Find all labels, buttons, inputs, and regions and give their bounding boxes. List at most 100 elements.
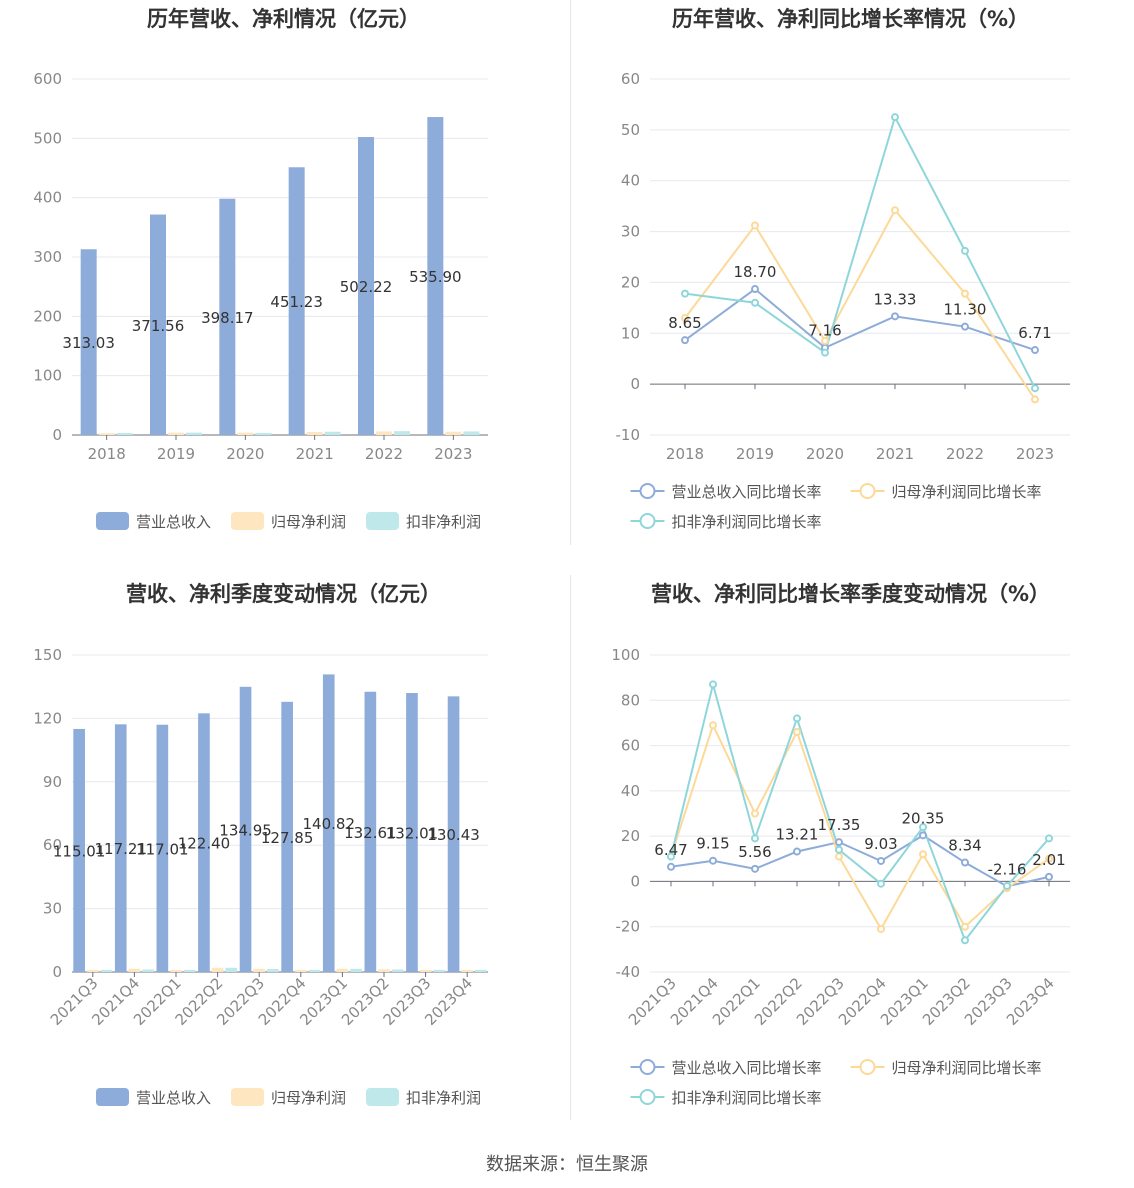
y-tick-label: 20	[621, 827, 640, 845]
series-point	[793, 727, 801, 736]
y-tick-label: 200	[33, 307, 62, 325]
y-tick-label: 600	[33, 70, 62, 88]
legend-swatch	[96, 1088, 129, 1106]
bar-data-label: 140.82	[303, 815, 356, 833]
data-source-note: 数据来源：恒生聚源	[486, 1154, 648, 1175]
series-point	[891, 206, 899, 215]
bar-revenue	[447, 696, 460, 972]
series-line-revenue-growth	[684, 287, 1036, 351]
y-tick-label: 400	[33, 189, 62, 207]
x-tick-label: 2018	[88, 445, 126, 463]
legend-item: 归母净利润同比增长率	[850, 483, 1042, 501]
bar-revenue	[239, 686, 252, 972]
legend-item: 营业总收入同比增长率	[630, 483, 822, 501]
bar-deducted-profit	[116, 432, 133, 435]
bar-revenue	[219, 198, 236, 435]
bar-data-label: 130.43	[427, 826, 480, 844]
line-data-label: 6.47	[654, 841, 687, 859]
legend-label: 营业总收入同比增长率	[672, 1059, 822, 1077]
chart-title: 历年营收、净利同比增长率情况（%）	[672, 7, 1029, 31]
bar-revenue	[281, 701, 293, 972]
y-tick-label: 0	[52, 426, 62, 444]
y-tick-label: 40	[621, 172, 640, 190]
bar-revenue	[427, 117, 444, 436]
series-point	[751, 864, 759, 873]
y-tick-label: 500	[33, 129, 62, 147]
y-tick-label: 60	[43, 836, 62, 854]
line-data-label: 13.21	[776, 826, 819, 844]
y-tick-label: 50	[621, 121, 640, 139]
bar-deducted-profit	[100, 969, 113, 972]
line-data-label: 13.33	[874, 290, 917, 308]
x-tick-label: 2018	[666, 445, 704, 463]
x-tick-label: 2022	[365, 445, 403, 463]
line-data-label: -2.16	[988, 860, 1027, 878]
bar-revenue	[156, 724, 169, 972]
bar-revenue	[198, 713, 210, 972]
line-data-label: 11.30	[944, 301, 987, 319]
legend-item: 归母净利润同比增长率	[850, 1059, 1042, 1077]
series-line-net-profit-growth	[670, 722, 1050, 931]
legend-item: 扣非净利润同比增长率	[630, 513, 822, 531]
y-tick-label: 150	[33, 646, 62, 664]
y-tick-label: 300	[33, 248, 62, 266]
legend-swatch	[366, 512, 399, 530]
series-line-net-profit-growth	[684, 208, 1036, 400]
x-tick-label: 2021	[296, 445, 334, 463]
bar-net-profit	[170, 969, 182, 972]
series-point	[961, 922, 969, 931]
series-point	[835, 845, 843, 854]
legend-item: 营业总收入	[96, 512, 211, 531]
series-point	[877, 879, 885, 888]
bar-data-label: 132.01	[386, 825, 439, 843]
bar-revenue	[150, 214, 166, 435]
legend-marker	[859, 483, 876, 499]
series-point	[793, 714, 801, 723]
legend-item: 营业总收入	[96, 1088, 211, 1107]
series-point	[667, 862, 675, 871]
series-point	[709, 721, 717, 730]
line-data-label: 17.35	[818, 816, 861, 834]
bar-net-profit	[237, 432, 254, 435]
line-data-label: 8.34	[948, 837, 981, 855]
bar-deducted-profit	[324, 431, 341, 435]
y-tick-label: 0	[52, 963, 62, 981]
bar-net-profit	[306, 432, 323, 435]
series-point	[1031, 346, 1039, 355]
series-point	[877, 924, 885, 933]
series-point	[961, 289, 969, 298]
y-tick-label: -10	[616, 426, 641, 444]
bar-net-profit	[253, 968, 266, 972]
series-line-revenue-growth	[670, 834, 1050, 888]
legend-swatch	[366, 1088, 399, 1106]
legend-marker	[639, 483, 656, 499]
series-point	[961, 322, 969, 331]
y-tick-label: 100	[33, 367, 62, 385]
bar-data-label: 117.21	[95, 840, 148, 858]
line-data-label: 18.70	[734, 263, 777, 281]
series-point	[919, 823, 927, 832]
chart-annual-revenue-profit: 历年营收、净利情况（亿元） 0 100 200 300 400 500 600 2018 2019…	[33, 7, 488, 531]
bar-data-label: 127.85	[261, 829, 314, 847]
line-data-label: 9.03	[864, 835, 897, 853]
y-tick-label: 10	[621, 324, 640, 342]
legend-marker	[639, 1089, 656, 1105]
chart-annual-growth-rate: 历年营收、净利同比增长率情况（%） -10 0 10 20 30 40 50 60 2018 201…	[616, 7, 1070, 531]
series-point	[751, 809, 759, 818]
y-tick-label: 30	[621, 223, 640, 241]
x-tick-label: 2023	[1016, 445, 1054, 463]
bar-deducted-profit	[308, 969, 321, 972]
series-point	[919, 831, 927, 840]
bar-deducted-profit	[463, 431, 480, 435]
x-tick-label: 2022	[946, 445, 984, 463]
bar-data-label: 117.01	[136, 840, 189, 858]
bar-data-label: 132.61	[344, 824, 397, 842]
bar-deducted-profit	[267, 969, 279, 972]
series-point	[877, 856, 885, 865]
bar-deducted-profit	[394, 431, 410, 435]
line-data-label: 9.15	[696, 835, 729, 853]
series-point	[793, 847, 801, 856]
bar-deducted-profit	[186, 432, 202, 435]
series-point	[751, 285, 759, 294]
bar-deducted-profit	[142, 969, 154, 972]
